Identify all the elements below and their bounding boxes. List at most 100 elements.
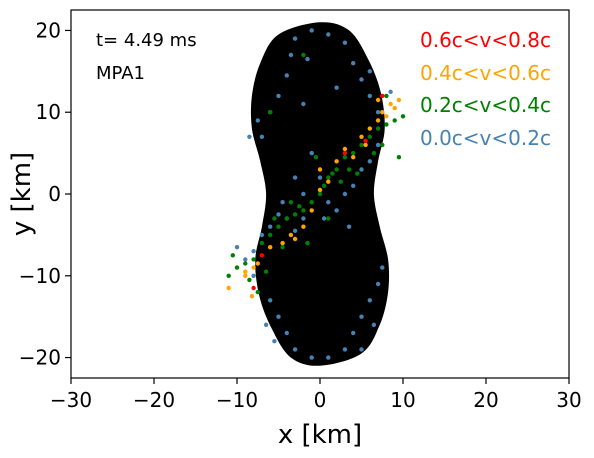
data-point <box>284 73 289 78</box>
data-point <box>326 175 331 180</box>
data-point <box>313 155 319 160</box>
data-point <box>351 183 356 188</box>
axes: −30 −20 −10 0 10 20 30 −20 −10 0 10 20 x [km] y [km] <box>7 18 582 450</box>
data-point <box>363 138 368 143</box>
x-tick-label: −10 <box>216 388 258 412</box>
data-point <box>326 216 331 221</box>
data-point <box>251 265 256 270</box>
data-point <box>280 200 285 205</box>
time-annotation: t= 4.49 ms <box>96 30 197 51</box>
data-point <box>396 155 402 160</box>
data-point <box>268 245 273 250</box>
data-point <box>326 355 331 360</box>
data-point <box>268 110 273 115</box>
data-point <box>305 56 310 62</box>
data-point <box>234 245 240 250</box>
data-point <box>375 126 381 131</box>
data-point <box>317 191 323 197</box>
data-point <box>375 142 381 148</box>
x-tick-label: −20 <box>133 388 175 412</box>
data-point <box>292 228 298 233</box>
data-point <box>351 150 356 156</box>
x-tick-label: −30 <box>50 388 92 412</box>
legend-label-02-04: 0.2c<v<0.4c <box>420 93 551 117</box>
data-point <box>363 142 368 148</box>
data-point <box>388 89 393 95</box>
data-point <box>259 232 265 238</box>
data-point <box>330 171 335 176</box>
data-point <box>259 134 265 139</box>
legend-label-06-08: 0.6c<v<0.8c <box>420 28 551 52</box>
data-point <box>400 114 406 119</box>
data-point <box>396 97 402 103</box>
data-point <box>292 175 298 180</box>
y-tick-label: 0 <box>48 182 61 206</box>
data-point <box>375 97 381 103</box>
y-tick-label: −20 <box>19 346 61 370</box>
data-point <box>392 118 397 123</box>
data-point <box>375 281 381 287</box>
data-point <box>342 191 348 197</box>
data-point <box>384 93 389 99</box>
data-point <box>342 347 348 352</box>
legend-label-04-06: 0.4c<v<0.6c <box>420 61 551 85</box>
data-point <box>321 216 327 221</box>
data-point <box>243 261 248 266</box>
data-point <box>380 265 385 270</box>
data-point <box>226 285 231 291</box>
data-point <box>251 257 256 262</box>
series-3 <box>234 28 393 360</box>
data-point <box>359 314 364 319</box>
velocity-points <box>226 28 406 360</box>
data-point <box>317 167 323 172</box>
data-point <box>359 77 364 82</box>
data-point <box>346 224 352 229</box>
data-point <box>317 187 323 193</box>
data-point <box>309 150 314 156</box>
data-point <box>268 224 273 229</box>
data-point <box>292 236 298 242</box>
data-point <box>272 339 277 344</box>
x-tick-label: 10 <box>390 388 415 412</box>
data-point <box>317 175 323 180</box>
data-point <box>367 159 372 164</box>
data-point <box>247 277 252 283</box>
data-point <box>371 322 377 327</box>
data-point <box>367 298 372 303</box>
data-point <box>326 32 331 37</box>
data-point <box>334 167 339 172</box>
x-tick-label: 30 <box>556 388 581 412</box>
data-point <box>326 179 331 184</box>
data-point <box>388 101 393 107</box>
data-point <box>259 240 265 246</box>
data-point <box>371 150 377 156</box>
data-point <box>342 40 348 45</box>
data-point <box>342 155 348 160</box>
series-2 <box>226 52 406 295</box>
data-point <box>243 273 248 278</box>
data-point <box>288 200 294 205</box>
data-point <box>263 269 269 274</box>
data-point <box>380 93 385 99</box>
data-point <box>334 85 339 90</box>
data-point <box>301 224 306 229</box>
data-point <box>268 298 273 303</box>
data-point <box>301 52 306 58</box>
data-point <box>359 142 364 148</box>
data-point <box>301 208 306 213</box>
data-point <box>230 253 235 258</box>
data-point <box>276 93 281 99</box>
data-point <box>234 265 240 270</box>
data-point <box>305 240 310 246</box>
data-point <box>288 232 294 238</box>
data-point <box>255 261 260 266</box>
data-point <box>384 122 389 127</box>
series-1 <box>226 97 402 299</box>
data-point <box>342 150 348 156</box>
data-point <box>292 347 298 352</box>
data-point <box>243 269 248 274</box>
data-point <box>288 52 294 58</box>
series-0 <box>251 93 385 291</box>
data-point <box>251 249 256 254</box>
